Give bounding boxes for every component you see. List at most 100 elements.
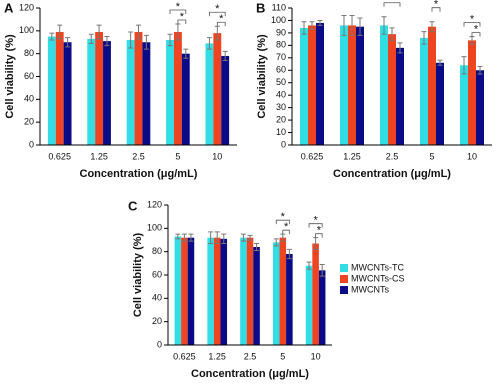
x-tick-label: 1.25: [90, 151, 108, 161]
bar: [279, 237, 287, 345]
bar: [272, 242, 280, 345]
bar: [95, 31, 104, 146]
significance-label: *: [281, 211, 286, 223]
bar: [318, 270, 326, 345]
y-tick-label: 30: [276, 102, 286, 112]
bar: [300, 27, 308, 145]
y-tick-label: 0: [281, 139, 286, 149]
x-tick-label: 0.625: [301, 151, 324, 161]
error-bar: [181, 233, 187, 242]
y-tick-label: 50: [276, 77, 286, 87]
y-tick-label: 100: [271, 15, 286, 25]
y-tick-label: 20: [276, 114, 286, 124]
x-tick-label: 5: [280, 351, 285, 361]
error-bar: [421, 31, 427, 45]
x-tick-label: 10: [212, 151, 222, 161]
panel-label: B: [256, 0, 265, 15]
significance-label: *: [284, 221, 289, 233]
x-tick-label: 5: [429, 151, 434, 161]
bar: [476, 70, 484, 145]
y-tick-label: 0: [157, 339, 162, 349]
y-tick-label: 110: [272, 2, 286, 12]
error-bar: [317, 19, 323, 26]
bar: [246, 237, 254, 345]
legend-label: MWCNTs-TC: [351, 262, 404, 272]
error-bar: [136, 24, 141, 40]
y-tick-label: 40: [152, 293, 162, 303]
error-bar: [286, 248, 292, 260]
bar: [207, 237, 214, 345]
bar: [187, 237, 195, 345]
significance-bracket: [383, 2, 401, 7]
error-bar: [214, 25, 220, 41]
error-bar: [65, 37, 71, 48]
error-bar: [247, 234, 253, 241]
bar: [134, 31, 143, 146]
bar: [420, 37, 428, 145]
legend-swatch: [340, 264, 348, 272]
significance-bracket: [275, 219, 290, 225]
error-bar: [167, 33, 173, 47]
panel-label: C: [128, 198, 138, 213]
error-bar: [88, 33, 94, 44]
error-bar: [280, 233, 286, 242]
error-bar: [206, 37, 212, 50]
bar: [308, 25, 316, 145]
error-bar: [381, 16, 387, 35]
x-tick-label: 5: [175, 151, 180, 161]
bar: [87, 38, 96, 146]
bar: [166, 39, 174, 145]
error-bar: [306, 261, 312, 270]
bar: [468, 40, 476, 145]
error-bar: [143, 34, 149, 50]
bar: [63, 42, 72, 145]
x-tick-label: 2.5: [132, 151, 145, 161]
x-tick-label: 0.625: [173, 351, 196, 361]
error-bar: [461, 56, 467, 75]
error-bar: [477, 66, 483, 75]
error-bar: [349, 14, 355, 36]
bar: [356, 26, 364, 146]
y-tick-label: 80: [276, 40, 286, 50]
bar: [142, 42, 151, 145]
significance-bracket: [315, 233, 323, 238]
legend-swatch: [340, 286, 348, 294]
bar: [428, 26, 436, 146]
error-bar: [128, 31, 134, 49]
bar: [348, 25, 356, 145]
bar: [173, 31, 182, 146]
x-tick-label: 2.5: [244, 351, 257, 361]
significance-bracket: [216, 21, 226, 27]
error-bar: [357, 17, 363, 36]
significance-label: *: [313, 215, 318, 227]
bar: [388, 34, 396, 146]
error-bar: [175, 233, 181, 240]
significance-label: *: [317, 225, 322, 237]
legend-label: MWCNTs: [351, 284, 389, 294]
bar: [312, 243, 319, 345]
y-tick-label: 0: [29, 139, 34, 149]
x-tick-label: 10: [311, 351, 321, 361]
error-bar: [389, 27, 395, 41]
error-bar: [319, 264, 325, 277]
y-tick-label: 80: [24, 48, 34, 58]
error-bar: [96, 24, 102, 40]
bar: [305, 265, 313, 345]
error-bar: [188, 233, 194, 242]
error-bar: [341, 14, 347, 36]
significance-label: *: [390, 0, 395, 6]
error-bar: [301, 21, 307, 35]
y-tick-label: 80: [152, 246, 162, 256]
y-tick-label: 120: [147, 199, 162, 209]
error-bar: [214, 231, 220, 244]
bar: [316, 22, 324, 146]
error-bar: [183, 48, 189, 59]
error-bar: [309, 21, 315, 30]
x-tick-label: 1.25: [343, 151, 361, 161]
significance-bracket: [209, 11, 226, 17]
y-tick-label: 100: [147, 223, 162, 233]
significance-label: *: [434, 0, 439, 11]
error-bar: [313, 237, 319, 250]
panel-label: A: [4, 0, 14, 15]
